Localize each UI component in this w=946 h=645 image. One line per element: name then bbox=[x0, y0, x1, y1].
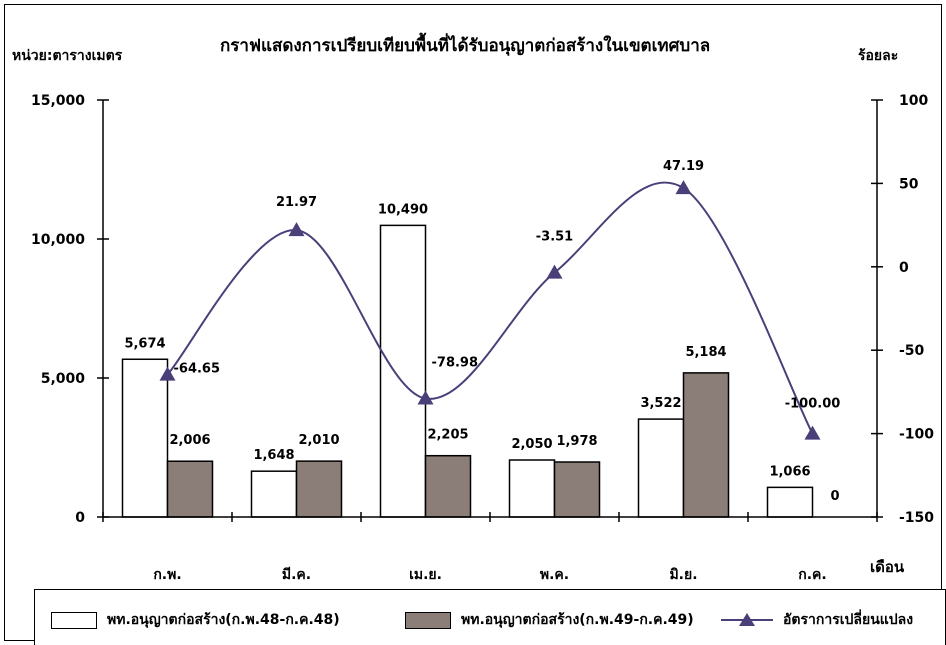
bar-2005 bbox=[250, 470, 298, 518]
y-right-tick-label: 50 bbox=[899, 176, 919, 192]
legend-label-2006: พท.อนุญาตก่อสร้าง(ก.พ.49-ก.ค.49) bbox=[461, 612, 694, 628]
bar-2006 bbox=[682, 372, 730, 518]
bar-2006-label: 2,010 bbox=[298, 433, 339, 448]
legend-swatch-2005 bbox=[51, 611, 97, 629]
y-right-tick-label: -100 bbox=[899, 427, 934, 443]
rate-marker bbox=[417, 390, 434, 405]
y-left-tick-label: 15,000 bbox=[31, 93, 85, 109]
bar-2005-label: 1,066 bbox=[769, 464, 810, 479]
bar-2006 bbox=[295, 460, 343, 518]
bar-2006-label: 0 bbox=[830, 489, 839, 504]
y-left-tick-label: 5,000 bbox=[41, 371, 86, 387]
y-right-tick-label: 0 bbox=[899, 260, 909, 276]
bar-2006-label: 2,006 bbox=[169, 433, 210, 448]
bar-2006 bbox=[424, 454, 472, 518]
bar-2005 bbox=[121, 358, 169, 518]
legend-item-rate: อัตราการเปลี่ยนแปลง bbox=[719, 609, 913, 631]
chart-title: กราฟแสดงการเปรียบเทียบพื้นที่ได้รับอนุญา… bbox=[220, 36, 711, 56]
rate-label: 21.97 bbox=[276, 195, 317, 210]
legend: พท.อนุญาตก่อสร้าง(ก.พ.48-ก.ค.48) พท.อนุญ… bbox=[34, 589, 946, 645]
bar-2005-label: 2,050 bbox=[511, 437, 552, 452]
y-right-tick-label: 100 bbox=[899, 93, 928, 109]
rate-label: -3.51 bbox=[536, 230, 573, 245]
bar-2005-label: 3,522 bbox=[640, 396, 681, 411]
rate-marker bbox=[675, 180, 692, 195]
bar-2006 bbox=[553, 461, 601, 518]
x-category-label: ก.พ. bbox=[153, 567, 181, 583]
x-category-label: มิ.ย. bbox=[669, 567, 697, 583]
rate-label: -100.00 bbox=[785, 397, 841, 412]
rate-line bbox=[166, 181, 814, 435]
rate-label: -78.98 bbox=[432, 356, 479, 371]
bar-2005 bbox=[508, 459, 556, 518]
x-category-label: เม.ย. bbox=[409, 567, 442, 583]
rate-label: 47.19 bbox=[663, 159, 704, 174]
y-right-tick-label: -150 bbox=[899, 510, 934, 526]
bar-2005-label: 1,648 bbox=[253, 448, 294, 463]
legend-swatch-2006 bbox=[405, 611, 451, 629]
x-category-label: พ.ค. bbox=[540, 567, 569, 583]
bar-2005-label: 10,490 bbox=[378, 202, 428, 217]
y-left-tick-label: 0 bbox=[75, 510, 85, 526]
rate-marker bbox=[288, 222, 305, 237]
legend-swatch-rate bbox=[721, 613, 773, 626]
legend-item-2005: พท.อนุญาตก่อสร้าง(ก.พ.48-ก.ค.48) bbox=[51, 609, 340, 631]
x-category-label: ก.ค. bbox=[798, 567, 826, 583]
rate-marker bbox=[159, 366, 176, 381]
bar-2005 bbox=[379, 224, 427, 518]
legend-label-2005: พท.อนุญาตก่อสร้าง(ก.พ.48-ก.ค.48) bbox=[107, 612, 340, 628]
legend-label-rate: อัตราการเปลี่ยนแปลง bbox=[783, 612, 914, 628]
bar-2006-label: 1,978 bbox=[556, 434, 597, 449]
bar-2006-label: 2,205 bbox=[427, 428, 468, 443]
rate-marker bbox=[804, 425, 821, 440]
x-axis-label: เดือน bbox=[870, 558, 905, 576]
y-right-tick-label: -50 bbox=[899, 343, 925, 359]
bar-2005 bbox=[766, 486, 814, 518]
y-left-tick-label: 10,000 bbox=[31, 232, 85, 248]
y-axis-right-label: ร้อยละ bbox=[858, 48, 899, 64]
rate-label: -64.65 bbox=[174, 362, 221, 377]
legend-item-2006: พท.อนุญาตก่อสร้าง(ก.พ.49-ก.ค.49) bbox=[405, 609, 694, 631]
bar-2005-label: 5,674 bbox=[124, 336, 165, 351]
bar-2006-label: 5,184 bbox=[685, 345, 726, 360]
y-axis-left-label: หน่วย:ตารางเมตร bbox=[12, 48, 123, 64]
bar-2005 bbox=[637, 418, 685, 518]
bar-2006 bbox=[166, 460, 214, 518]
x-category-label: มี.ค. bbox=[282, 567, 311, 583]
rate-marker bbox=[546, 264, 563, 279]
